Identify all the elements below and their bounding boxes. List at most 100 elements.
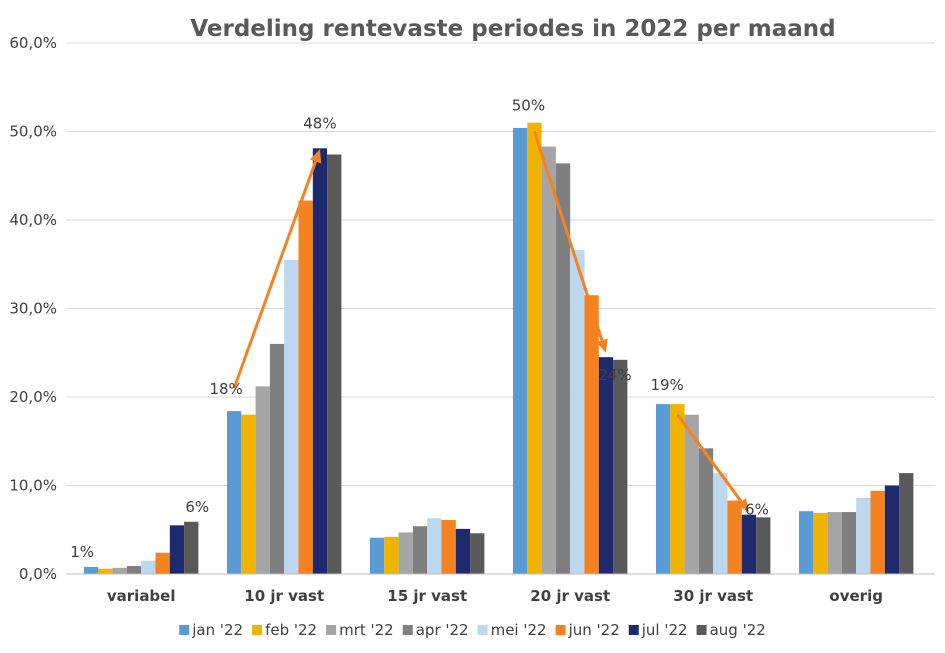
data-annotation: 24%: [598, 366, 631, 384]
bar: [799, 511, 814, 574]
bar: [384, 536, 399, 574]
bar: [684, 414, 699, 574]
legend-label: apr '22: [416, 621, 469, 639]
legend-swatch: [402, 625, 413, 635]
bar: [527, 122, 542, 575]
bar: [155, 552, 170, 574]
bar: [541, 146, 556, 575]
legend-label: jun '22: [568, 621, 620, 639]
bar: [269, 343, 285, 574]
chart-title: Verdeling rentevaste periodes in 2022 pe…: [190, 16, 835, 42]
bar: [698, 448, 714, 574]
bar: [827, 512, 842, 574]
category-label: overig: [829, 587, 883, 605]
bars: [84, 122, 914, 575]
legend-label: jan '22: [191, 621, 243, 639]
bar: [298, 200, 313, 574]
bar: [427, 518, 442, 574]
bar: [470, 533, 485, 574]
bar: [598, 357, 614, 574]
bar: [899, 473, 914, 574]
bar: [241, 414, 256, 574]
x-axis-category-labels: variabel 10 jr vast 15 jr vast 20 jr vast 30…: [107, 587, 883, 605]
data-annotation: 19%: [650, 376, 683, 394]
bar: [656, 404, 671, 574]
legend-label: feb '22: [265, 621, 317, 639]
bar: [856, 497, 871, 574]
data-annotation: 1%: [70, 543, 94, 561]
legend-swatch: [477, 625, 488, 635]
data-annotation: 50%: [512, 97, 545, 115]
legend: jan '22 feb '22 mrt '22 apr '22 mei '22 jun '…: [179, 621, 766, 639]
bar: [312, 148, 328, 574]
bar: [255, 386, 270, 574]
y-axis-tick-labels: 0,0% 10,0% 20,0% 30,0% 40,0% 50,0% 60,0%: [9, 34, 57, 583]
legend-swatch: [696, 625, 707, 635]
bar: [141, 560, 156, 574]
y-tick-label: 40,0%: [9, 211, 57, 229]
bar: [98, 568, 113, 574]
bar: [455, 528, 471, 574]
bar: [169, 525, 185, 574]
bar: [813, 512, 828, 574]
legend-label: mei '22: [491, 621, 547, 639]
data-annotation: 6%: [185, 498, 209, 516]
bar: [884, 485, 900, 574]
bar: [670, 404, 685, 574]
legend-label: jul '22: [641, 621, 688, 639]
legend-swatch: [555, 625, 566, 635]
category-label: 15 jr vast: [387, 587, 467, 605]
y-tick-label: 30,0%: [9, 300, 57, 318]
legend-swatch: [326, 625, 337, 635]
trend-arrow-line: [676, 413, 743, 503]
legend-label: aug '22: [710, 621, 766, 639]
bar: [441, 520, 456, 574]
annotations: 1% 6% 18% 48% 50% 24% 19% 6%: [70, 97, 769, 561]
bar: [713, 473, 728, 574]
category-label: 20 jr vast: [530, 587, 610, 605]
y-tick-label: 60,0%: [9, 34, 57, 52]
category-label: 10 jr vast: [244, 587, 324, 605]
bar: [870, 490, 885, 574]
legend-swatch: [252, 625, 263, 635]
bar: [570, 250, 585, 574]
legend-label: mrt '22: [339, 621, 394, 639]
legend-swatch: [628, 625, 639, 635]
data-annotation: 48%: [303, 114, 336, 132]
bar: [841, 512, 857, 574]
bar: [184, 521, 199, 574]
bar: [84, 566, 99, 574]
bar: [513, 127, 528, 575]
bar: [613, 359, 628, 574]
data-annotation: 18%: [209, 380, 242, 398]
trend-arrow-head: [736, 498, 749, 513]
category-label: variabel: [107, 587, 176, 605]
trend-arrow-head: [596, 338, 608, 353]
bar: [126, 566, 142, 574]
bar: [727, 500, 742, 574]
bar: [112, 567, 127, 574]
bar: [741, 514, 757, 574]
bar: [284, 259, 299, 574]
data-annotation: 6%: [745, 501, 769, 519]
bar: [227, 411, 242, 574]
bar: [584, 295, 599, 574]
gridlines: [66, 42, 935, 486]
y-tick-label: 20,0%: [9, 388, 57, 406]
trend-arrow-line: [533, 131, 604, 341]
trend-arrow-head: [309, 149, 322, 164]
bar: [327, 154, 342, 574]
bar: [370, 537, 385, 574]
trend-arrow-line: [232, 160, 317, 389]
category-label: 30 jr vast: [673, 587, 753, 605]
trend-arrows: [232, 131, 749, 513]
y-tick-label: 50,0%: [9, 123, 57, 141]
y-tick-label: 10,0%: [9, 477, 57, 495]
y-tick-label: 0,0%: [19, 565, 57, 583]
legend-swatch: [179, 625, 190, 635]
bar: [555, 163, 571, 575]
bar: [412, 526, 428, 574]
bar: [756, 517, 771, 574]
bar: [398, 532, 413, 574]
